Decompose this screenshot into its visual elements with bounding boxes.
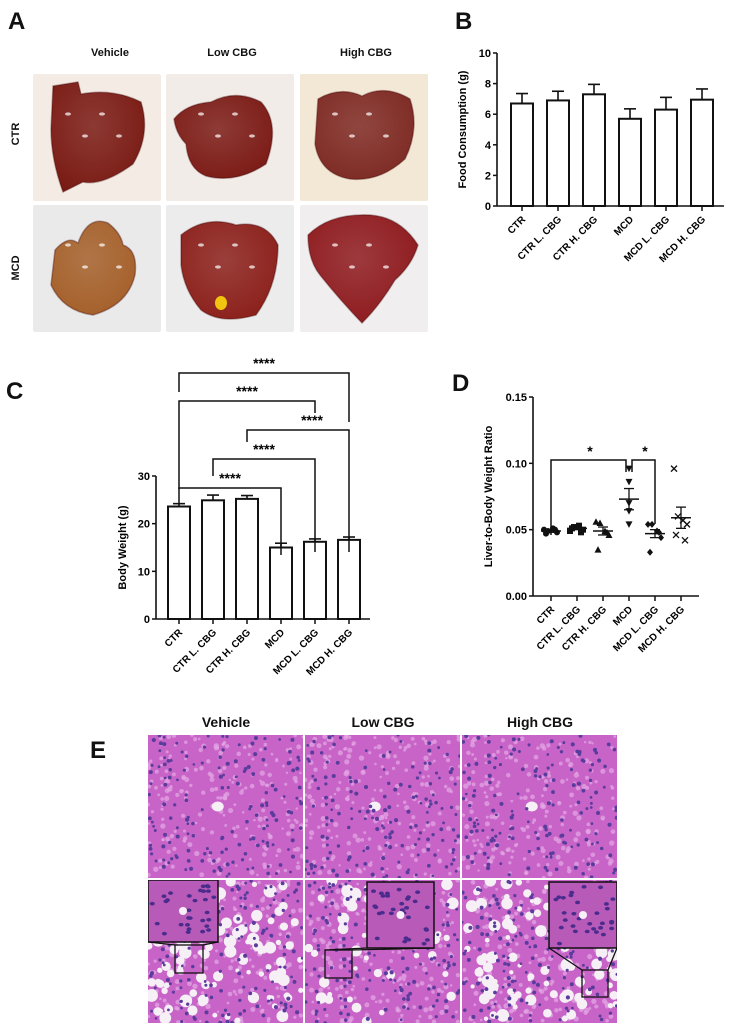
panel-a-col-vehicle: Vehicle <box>91 47 129 59</box>
histology-ctr-high-cbg <box>462 735 617 878</box>
panel-a-col-high-cbg: High CBG <box>340 47 392 59</box>
liver-shape-icon <box>50 220 137 316</box>
svg-text:30: 30 <box>138 471 150 483</box>
panel-a-col-low-cbg: Low CBG <box>207 47 257 59</box>
svg-text:2: 2 <box>485 170 491 182</box>
svg-text:CTR: CTR <box>163 627 186 650</box>
liver-shape-icon <box>180 220 279 320</box>
svg-text:CTR: CTR <box>535 604 558 627</box>
svg-text:0: 0 <box>485 201 491 213</box>
svg-text:Food Consumption (g): Food Consumption (g) <box>457 70 469 188</box>
liver-photo-mcd-high-cbg <box>300 205 428 332</box>
liver-photo-mcd-low-cbg <box>166 205 294 332</box>
svg-text:****: **** <box>219 470 241 486</box>
svg-text:0.00: 0.00 <box>506 591 527 603</box>
histology-mcd-high-cbg <box>462 880 617 1023</box>
svg-text:Body Weight (g): Body Weight (g) <box>117 505 129 589</box>
panel-c-letter: C <box>6 378 24 405</box>
svg-text:CTR: CTR <box>506 214 529 237</box>
svg-text:0.05: 0.05 <box>506 525 527 537</box>
svg-text:4: 4 <box>485 140 492 152</box>
histology-mcd-low-cbg <box>305 880 460 1023</box>
svg-text:MCD: MCD <box>612 214 636 238</box>
panel-b-letter: B <box>455 8 473 35</box>
panel-a-letter: A <box>8 8 26 35</box>
svg-text:MCD H. CBG: MCD H. CBG <box>637 604 688 655</box>
liver-shape-icon <box>307 214 419 325</box>
svg-text:6: 6 <box>485 109 491 121</box>
svg-text:*: * <box>587 443 593 459</box>
liver-shape-icon <box>314 90 415 181</box>
histology-ctr-vehicle <box>148 735 303 878</box>
svg-text:****: **** <box>301 412 323 428</box>
svg-text:0.15: 0.15 <box>506 392 527 404</box>
liver-shape-icon <box>173 94 274 179</box>
svg-text:0.10: 0.10 <box>506 458 527 470</box>
panel-e-col-low-cbg: Low CBG <box>351 714 415 730</box>
liver-photo-ctr-vehicle <box>33 74 161 201</box>
svg-text:0: 0 <box>144 614 150 626</box>
svg-text:MCD: MCD <box>263 627 287 651</box>
panel-e-col-high-cbg: High CBG <box>506 714 574 730</box>
svg-text:Liver-to-Body Weight Ratio: Liver-to-Body Weight Ratio <box>483 425 495 567</box>
panel-d-letter: D <box>452 370 470 397</box>
svg-text:*: * <box>642 443 648 459</box>
liver-photo-ctr-high-cbg <box>300 74 428 201</box>
svg-text:8: 8 <box>485 79 491 91</box>
histology-ctr-low-cbg <box>305 735 460 878</box>
histology-mcd-vehicle <box>148 880 303 1023</box>
svg-text:****: **** <box>253 441 275 457</box>
panel-e-letter: E <box>90 737 107 764</box>
svg-text:20: 20 <box>138 519 150 531</box>
liver-photo-ctr-low-cbg <box>166 74 294 201</box>
svg-text:MCD: MCD <box>611 604 635 628</box>
panel-e-col-vehicle: Vehicle <box>201 714 251 730</box>
liver-photo-mcd-vehicle <box>33 205 161 332</box>
panel-a-row-ctr: CTR <box>10 122 22 146</box>
liver-shape-icon <box>50 81 146 194</box>
svg-text:****: **** <box>253 355 275 371</box>
panel-a-row-mcd: MCD <box>10 255 22 281</box>
svg-text:10: 10 <box>138 566 150 578</box>
svg-text:10: 10 <box>479 48 491 60</box>
svg-text:****: **** <box>236 383 258 399</box>
